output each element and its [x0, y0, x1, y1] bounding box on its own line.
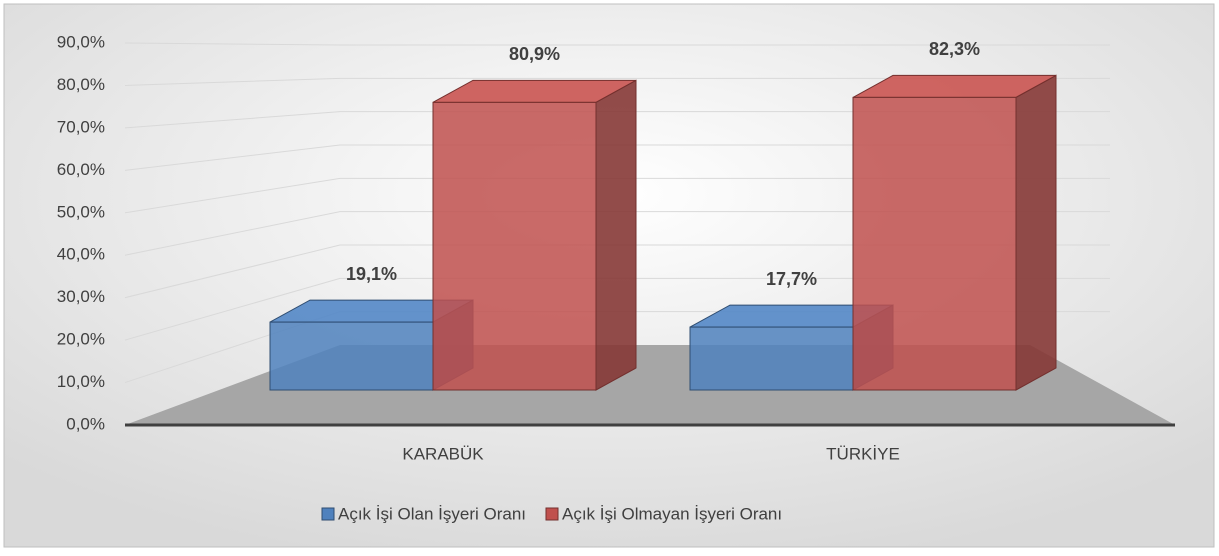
grid-line [124, 42, 1110, 46]
bar [432, 101, 597, 391]
bar [852, 96, 1017, 391]
bar-side [1015, 74, 1057, 391]
y-tick-label: 60,0% [57, 160, 105, 179]
legend-label: Açık İşi Olmayan İşyeri Oranı [562, 504, 782, 523]
x-tick-label: TÜRKİYE [826, 444, 900, 463]
y-tick-label: 20,0% [57, 330, 105, 349]
legend-label: Açık İşi Olan İşyeri Oranı [338, 504, 526, 523]
y-tick-label: 40,0% [57, 245, 105, 264]
y-tick-label: 90,0% [57, 32, 105, 51]
data-label: 82,3% [929, 39, 980, 59]
bar [689, 326, 854, 391]
bar-side [595, 79, 637, 391]
bar [269, 321, 434, 391]
y-tick-label: 80,0% [57, 75, 105, 94]
y-tick-label: 10,0% [57, 372, 105, 391]
legend-swatch [321, 507, 335, 521]
y-tick-label: 30,0% [57, 287, 105, 306]
legend-swatch [545, 507, 559, 521]
data-label: 80,9% [509, 44, 560, 64]
x-tick-label: KARABÜK [402, 444, 484, 463]
y-tick-label: 70,0% [57, 117, 105, 136]
y-tick-label: 50,0% [57, 202, 105, 221]
data-label: 19,1% [346, 264, 397, 284]
data-label: 17,7% [766, 269, 817, 289]
y-tick-label: 0,0% [66, 414, 105, 433]
grid-line [124, 77, 1110, 86]
